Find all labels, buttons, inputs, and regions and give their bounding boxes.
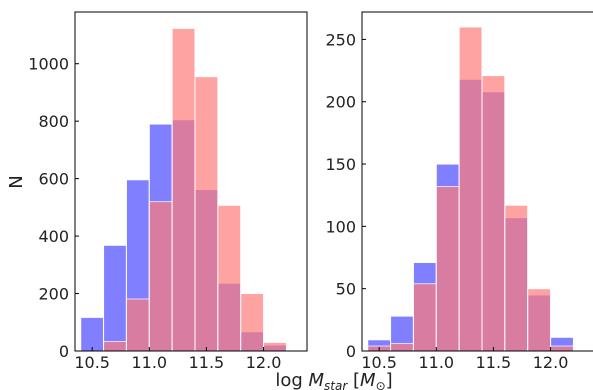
y-tick-label-left-1: 200 <box>38 285 69 304</box>
red-bar-right-1 <box>390 343 414 352</box>
x-tick-label-right-2: 11.5 <box>476 353 512 372</box>
y-tick-label-right-1: 50 <box>336 280 356 299</box>
x-axis-label-main: M <box>309 370 325 390</box>
y-tick-label-right-2: 100 <box>325 217 356 236</box>
red-bar-left-2 <box>148 201 173 352</box>
red-bar-right-3 <box>435 185 460 352</box>
y-axis-label: N <box>6 175 27 188</box>
plot-frame-left <box>74 11 308 352</box>
x-tick-label-left-3: 12.0 <box>246 353 282 372</box>
blue-bar-left-1 <box>103 244 127 352</box>
x-tick-label-left-0: 10.5 <box>74 353 110 372</box>
x-tick-label-left-1: 11.0 <box>131 353 167 372</box>
red-bar-left-7 <box>263 341 287 352</box>
right-histogram-panel: 10.5 11.0 11.5 12.0 0 50 100 150 200 250 <box>325 11 593 372</box>
red-bar-right-8 <box>550 345 574 352</box>
red-bar-right-4 <box>458 26 483 352</box>
red-bar-left-3 <box>171 27 196 352</box>
blue-bar-left-0 <box>80 316 105 352</box>
x-axis-label-prefix: log <box>275 370 308 390</box>
x-tick-label-right-1: 11.0 <box>418 353 454 372</box>
x-tick-label-right-3: 12.0 <box>533 353 569 372</box>
red-bar-right-2 <box>412 283 437 352</box>
x-axis-label-bracket-close: ] <box>386 370 393 390</box>
red-bar-left-1 <box>125 298 150 352</box>
red-bar-left-4 <box>194 76 219 352</box>
plot-frame-right <box>361 11 593 352</box>
y-tick-label-right-5: 250 <box>325 30 356 49</box>
x-axis-label-sub: star <box>324 379 348 390</box>
y-tick-label-left-3: 600 <box>38 170 69 189</box>
y-tick-label-right-4: 200 <box>325 93 356 112</box>
y-tick-label-left-4: 800 <box>38 112 69 131</box>
x-axis-label-inner: M <box>360 370 376 390</box>
red-bar-right-6 <box>504 204 529 352</box>
y-tick-label-right-3: 150 <box>325 155 356 174</box>
red-bar-right-7 <box>527 288 552 352</box>
x-tick-label-left-2: 11.5 <box>189 353 225 372</box>
y-tick-label-right-0: 0 <box>346 342 356 361</box>
red-bar-left-0 <box>103 341 127 352</box>
x-tick-label-right-0: 10.5 <box>361 353 397 372</box>
red-bar-right-5 <box>481 75 506 352</box>
x-axis-label-bracket-open: [ <box>347 370 360 390</box>
y-tick-label-left-5: 1000 <box>28 55 69 74</box>
y-tick-label-left-2: 400 <box>38 227 69 246</box>
x-axis-label-inner-sub: ⊙ <box>376 379 386 390</box>
x-axis-label: log Mstar [M⊙] <box>275 370 392 390</box>
y-tick-label-left-0: 0 <box>59 342 69 361</box>
red-bar-left-6 <box>240 293 265 352</box>
red-bar-left-5 <box>217 204 242 352</box>
left-histogram-panel: 10.5 11.0 11.5 12.0 0 200 400 600 800 1000 <box>28 11 308 372</box>
